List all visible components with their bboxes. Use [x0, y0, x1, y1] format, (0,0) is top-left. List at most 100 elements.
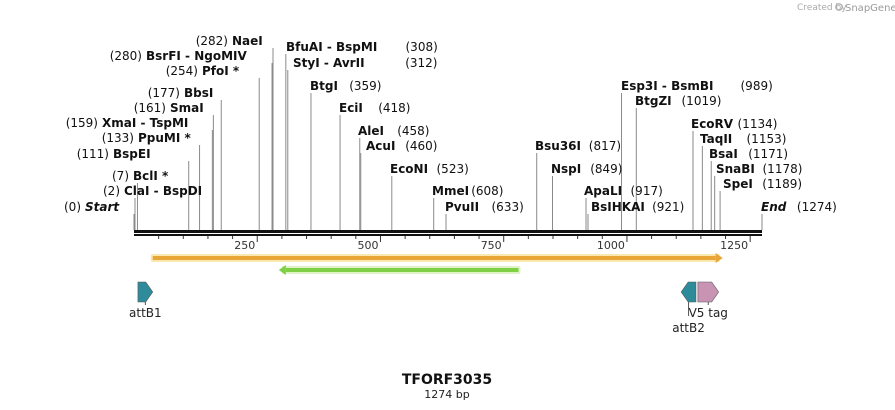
enzyme-site[interactable]: (133) PpuMI * [102, 131, 192, 145]
enzyme-name: AcuI [366, 139, 395, 153]
enzyme-site[interactable]: Esp3I - BsmBI (989) [621, 79, 773, 93]
enzyme-name: MmeI [432, 184, 469, 198]
enzyme-name: BtgZI [635, 94, 672, 108]
enzyme-name: EciI [339, 101, 363, 115]
enzyme-site[interactable]: EciI (418) [339, 101, 410, 115]
enzyme-name: Esp3I - BsmBI [621, 79, 713, 93]
enzyme-position: (849) [590, 162, 622, 176]
enzyme-site[interactable]: (159) XmaI - TspMI [66, 116, 189, 130]
orf-arrow[interactable] [150, 253, 723, 263]
enzyme-name: BspEI [113, 147, 151, 161]
enzyme-site[interactable]: BsaI (1171) [709, 147, 788, 161]
enzyme-position: (1019) [682, 94, 722, 108]
enzyme-name: XmaI - TspMI [102, 116, 188, 130]
enzyme-site[interactable]: (2) ClaI - BspDI [103, 184, 202, 198]
enzyme-site[interactable]: BtgZI (1019) [635, 94, 721, 108]
feature-label: V5 tag [689, 306, 728, 320]
enzyme-site[interactable]: BsIHKAI (921) [591, 200, 684, 214]
enzyme-name: TaqII [700, 132, 732, 146]
enzyme-position: (282) [196, 34, 228, 48]
enzyme-position: (312) [405, 56, 437, 70]
enzyme-name: EcoNI [390, 162, 428, 176]
enzyme-site[interactable]: (161) SmaI [134, 101, 204, 115]
enzyme-position: (111) [77, 147, 109, 161]
enzyme-site[interactable]: MmeI (608) [432, 184, 503, 198]
watermark-created-by: Created by [797, 3, 847, 13]
scale-tick-label: 1000 [597, 239, 625, 252]
feature-shape [697, 281, 719, 303]
scale-tick-label: 500 [357, 239, 378, 252]
enzyme-name: ApaLI [584, 184, 622, 198]
enzyme-site[interactable]: BtgI (359) [310, 79, 381, 93]
enzyme-site[interactable]: TaqII (1153) [700, 132, 786, 146]
enzyme-name: EcoRV [691, 117, 734, 131]
enzyme-position: (280) [110, 49, 142, 63]
enzyme-name: Bsu36I [535, 139, 581, 153]
enzyme-labels: (0) Start (2) ClaI - BspDI(7) BclI * (111) Bsp… [64, 34, 837, 214]
enzyme-position: (308) [406, 40, 438, 54]
enzyme-site[interactable]: StyI - AvrII (312) [293, 56, 437, 70]
enzyme-site[interactable]: AcuI (460) [366, 139, 437, 153]
enzyme-position: (1171) [748, 147, 788, 161]
enzyme-name: End [761, 200, 787, 214]
enzyme-site[interactable]: AleI (458) [358, 124, 429, 138]
enzyme-site[interactable]: BfuAI - BspMI (308) [286, 40, 438, 54]
enzyme-site[interactable]: EcoNI (523) [390, 162, 469, 176]
enzyme-site[interactable]: (282) NaeI [196, 34, 263, 48]
map-title: TFORF3035 [402, 372, 492, 388]
enzyme-name: BsIHKAI [591, 200, 645, 214]
enzyme-position: (921) [652, 200, 684, 214]
enzyme-site[interactable]: ApaLI (917) [584, 184, 663, 198]
enzyme-site[interactable]: (177) BbsI [148, 86, 214, 100]
enzyme-name: Start [85, 200, 120, 214]
enzyme-name: BfuAI - BspMI [286, 40, 377, 54]
scale-tick-label: 250 [234, 239, 255, 252]
enzyme-position: (1178) [763, 162, 803, 176]
enzyme-position: (1274) [797, 200, 837, 214]
enzyme-name: SmaI [170, 101, 204, 115]
orf-body [285, 268, 519, 272]
scale-tick-label: 750 [481, 239, 502, 252]
feature-attb1[interactable]: attB1 [129, 281, 162, 320]
enzyme-name: PfoI * [202, 64, 240, 78]
enzyme-position: (177) [148, 86, 180, 100]
enzyme-site[interactable]: SpeI (1189) [723, 177, 802, 191]
enzyme-name: BbsI [184, 86, 213, 100]
enzyme-leader-lines [133, 48, 763, 230]
enzyme-position: (7) [112, 169, 129, 183]
enzyme-position: (989) [741, 79, 773, 93]
enzyme-name: SpeI [723, 177, 753, 191]
feature-shape [137, 281, 154, 303]
enzyme-site[interactable]: End (1274) [761, 200, 837, 214]
enzyme-site[interactable]: PvuII (633) [445, 200, 524, 214]
enzyme-name: BsaI [709, 147, 738, 161]
feature-v5-tag[interactable]: V5 tag [689, 281, 728, 320]
enzyme-position: (254) [166, 64, 198, 78]
enzyme-position: (608) [471, 184, 503, 198]
enzyme-site[interactable]: Bsu36I (817) [535, 139, 621, 153]
enzyme-name: BtgI [310, 79, 338, 93]
enzyme-position: (458) [397, 124, 429, 138]
enzyme-site[interactable]: (7) BclI * [112, 169, 169, 183]
enzyme-site[interactable]: (0) Start [64, 200, 120, 214]
enzyme-position: (2) [103, 184, 120, 198]
enzyme-name: BclI * [133, 169, 169, 183]
enzyme-name: StyI - AvrII [293, 56, 365, 70]
enzyme-site[interactable]: SnaBI (1178) [716, 162, 802, 176]
enzyme-site[interactable]: (280) BsrFI - NgoMIV [110, 49, 248, 63]
enzyme-site[interactable]: (254) PfoI * [166, 64, 240, 78]
enzyme-position: (418) [378, 101, 410, 115]
watermark-brand: SnapGene [845, 3, 895, 14]
enzyme-site[interactable]: (111) BspEI [77, 147, 151, 161]
orf-arrowhead [715, 253, 723, 263]
feature-shape [680, 281, 697, 303]
enzyme-site[interactable]: NspI (849) [551, 162, 622, 176]
enzyme-position: (917) [631, 184, 663, 198]
orf-body [152, 256, 716, 260]
enzyme-site[interactable]: EcoRV (1134) [691, 117, 777, 131]
enzyme-name: NaeI [232, 34, 263, 48]
enzyme-position: (1153) [747, 132, 787, 146]
orf-arrow[interactable] [278, 265, 521, 275]
enzyme-position: (161) [134, 101, 166, 115]
feature-attb2[interactable]: attB2 [672, 281, 705, 335]
